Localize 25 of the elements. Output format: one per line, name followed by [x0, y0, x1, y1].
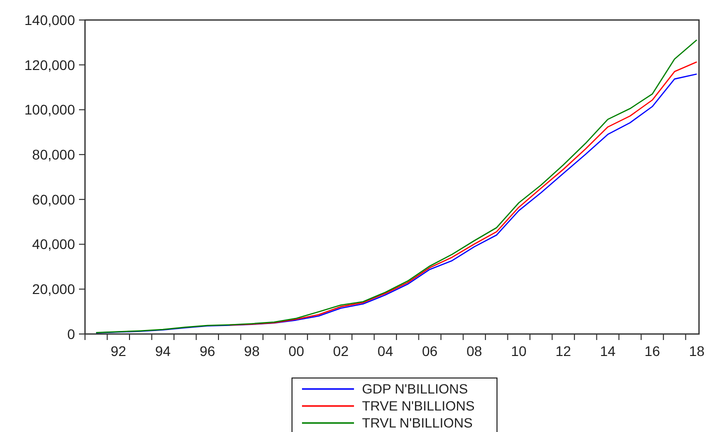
x-tick-label: 04 [378, 343, 394, 359]
y-tick-label: 100,000 [24, 102, 76, 118]
legend-label: TRVE N'BILLIONS [362, 398, 475, 414]
x-tick-label: 08 [466, 343, 482, 359]
legend-label: GDP N'BILLIONS [362, 382, 468, 397]
y-tick-label: 0 [67, 326, 76, 342]
x-tick-label: 16 [644, 343, 660, 359]
y-tick-label: 120,000 [24, 56, 76, 73]
x-tick-label: 94 [155, 343, 171, 359]
x-tick-label: 96 [200, 343, 216, 359]
x-tick-label: 92 [110, 343, 126, 359]
y-tick-label: 80,000 [32, 146, 76, 162]
y-tick-label: 140,000 [24, 12, 76, 28]
x-tick-label: 06 [422, 343, 438, 359]
y-tick-label: 40,000 [32, 236, 76, 252]
x-tick-label: 00 [288, 343, 304, 359]
y-tick-label: 20,000 [32, 281, 76, 298]
x-tick-label: 18 [688, 343, 705, 359]
x-tick-label: 98 [244, 343, 260, 359]
x-tick-label: 02 [333, 343, 349, 359]
x-tick-label: 10 [511, 343, 527, 359]
x-tick-label: 12 [556, 343, 572, 359]
x-tick-label: 14 [600, 343, 616, 359]
y-tick-label: 60,000 [32, 191, 76, 208]
legend-label: TRVL N'BILLIONS [362, 416, 473, 431]
